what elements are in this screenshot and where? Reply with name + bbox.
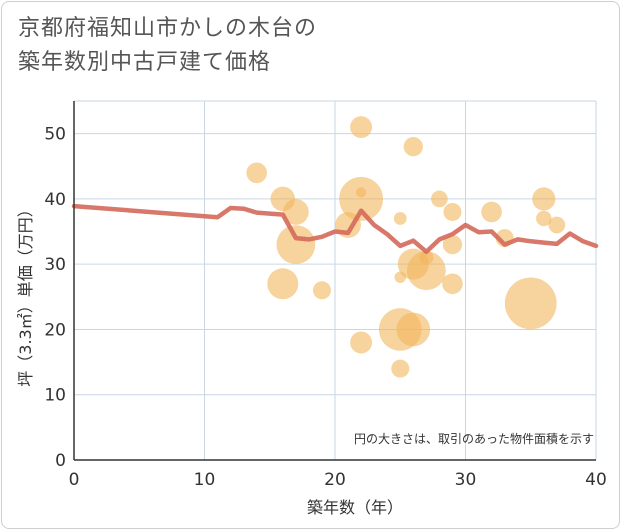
bubble-point: [276, 225, 316, 264]
trend-line-layer: [71, 203, 599, 255]
bubble-point: [396, 312, 431, 347]
y-tick-label: 50: [44, 125, 66, 145]
bubble-point: [350, 116, 373, 139]
size-note: 円の大きさは、取引のあった物件面積を示す: [354, 431, 594, 446]
x-tick-label: 0: [69, 470, 80, 490]
bubble-point: [419, 250, 434, 265]
y-tick-label: 0: [55, 451, 66, 471]
chart-title-line1: 京都府福知山市かしの木台の: [18, 16, 318, 41]
bubble-point: [312, 281, 331, 300]
bubble-point: [282, 199, 309, 225]
bubble-point: [431, 190, 448, 208]
tick-labels: 0 10 20 30 40 0 10 20 30 40 50: [44, 125, 606, 490]
grid: [74, 100, 597, 460]
y-tick-label: 40: [44, 190, 66, 210]
x-axis-title: 築年数（年）: [307, 498, 403, 517]
bubble-point: [393, 212, 407, 225]
bubbles: [246, 116, 566, 378]
x-tick-label: 20: [324, 470, 346, 490]
bubble-point: [339, 176, 384, 221]
chart-title-line2: 築年数別中古戸建て価格: [18, 50, 272, 75]
y-tick-label: 20: [44, 320, 66, 340]
bubble-point: [481, 201, 502, 223]
bubble-point: [403, 137, 423, 157]
bubble-point: [246, 162, 267, 184]
bubble-point: [391, 359, 410, 378]
bubble-point: [532, 187, 556, 211]
bubble-point: [536, 210, 552, 227]
x-tick-label: 30: [455, 470, 477, 490]
bubble-point: [443, 202, 462, 221]
bubble-point: [442, 273, 463, 295]
bubble-point: [442, 234, 463, 255]
trend-line: [71, 203, 599, 255]
bubble-point: [267, 268, 299, 300]
bubble-point: [548, 216, 566, 234]
chart-title: 京都府福知山市かしの木台の 築年数別中古戸建て価格: [18, 12, 578, 80]
y-tick-label: 30: [44, 255, 66, 275]
bubble-point: [406, 251, 446, 291]
x-tick-label: 10: [194, 470, 216, 490]
bubble-point: [350, 331, 373, 354]
bubble-point: [504, 277, 557, 330]
x-tick-label: 40: [585, 470, 607, 490]
y-tick-label: 10: [44, 386, 66, 406]
bubble-point: [356, 187, 367, 198]
axes: [73, 101, 596, 461]
y-axis-title: 坪（3.3㎡）単価（万円）: [16, 201, 35, 386]
